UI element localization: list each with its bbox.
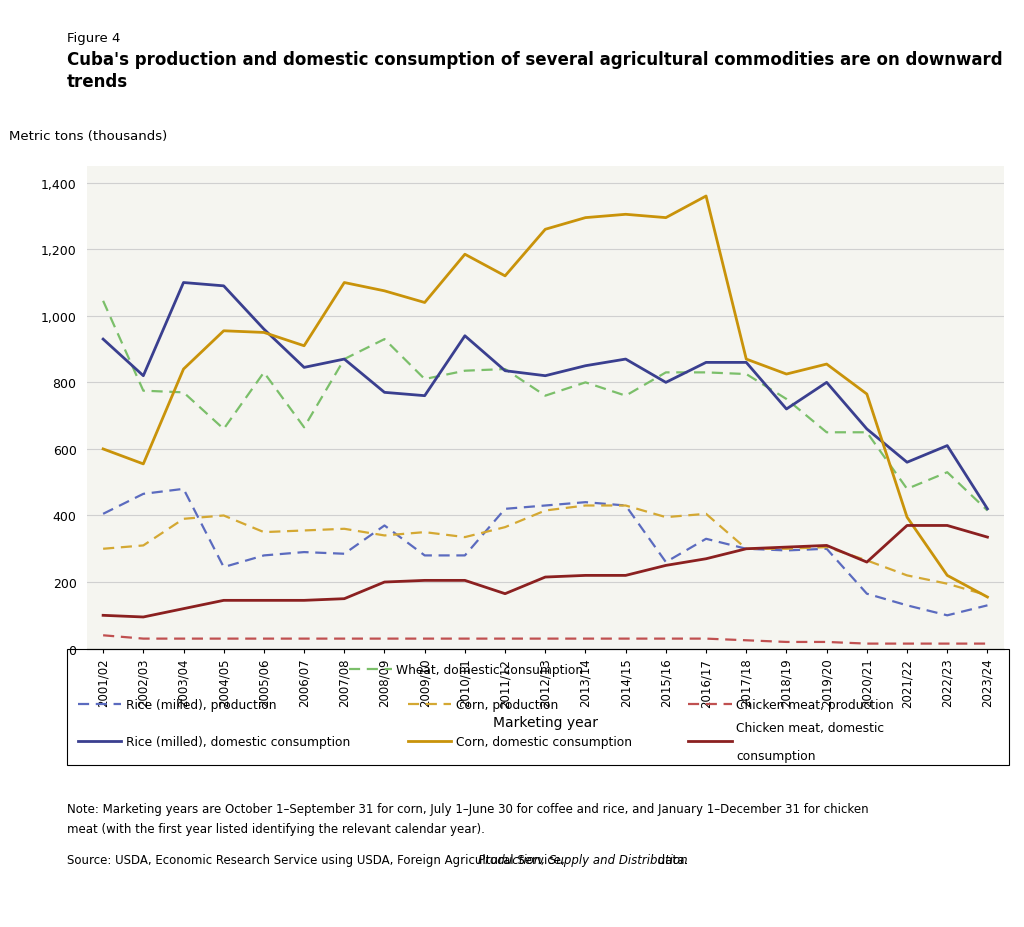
Text: Cuba's production and domestic consumption of several agricultural commodities a: Cuba's production and domestic consumpti… [67,51,1002,91]
Text: Chicken meat, domestic: Chicken meat, domestic [736,721,885,734]
Text: consumption: consumption [736,749,816,762]
Text: data.: data. [653,853,688,866]
Text: Corn, production: Corn, production [456,698,558,711]
Text: Source: USDA, Economic Research Service using USDA, Foreign Agricultural Service: Source: USDA, Economic Research Service … [67,853,568,866]
Text: Production, Supply and Distribution: Production, Supply and Distribution [478,853,688,866]
Text: Corn, domestic consumption: Corn, domestic consumption [456,735,632,748]
Text: Chicken meat, production: Chicken meat, production [736,698,894,711]
Text: Rice (milled), production: Rice (milled), production [126,698,276,711]
Text: Metric tons (thousands): Metric tons (thousands) [9,130,167,143]
Text: meat (with the first year listed identifying the relevant calendar year).: meat (with the first year listed identif… [67,822,484,835]
X-axis label: Marketing year: Marketing year [493,715,598,729]
Text: Note: Marketing years are October 1–September 31 for corn, July 1–June 30 for co: Note: Marketing years are October 1–Sept… [67,802,868,815]
Text: Wheat, domestic consumption: Wheat, domestic consumption [396,663,584,677]
Text: Figure 4: Figure 4 [67,32,120,45]
Text: Rice (milled), domestic consumption: Rice (milled), domestic consumption [126,735,350,748]
